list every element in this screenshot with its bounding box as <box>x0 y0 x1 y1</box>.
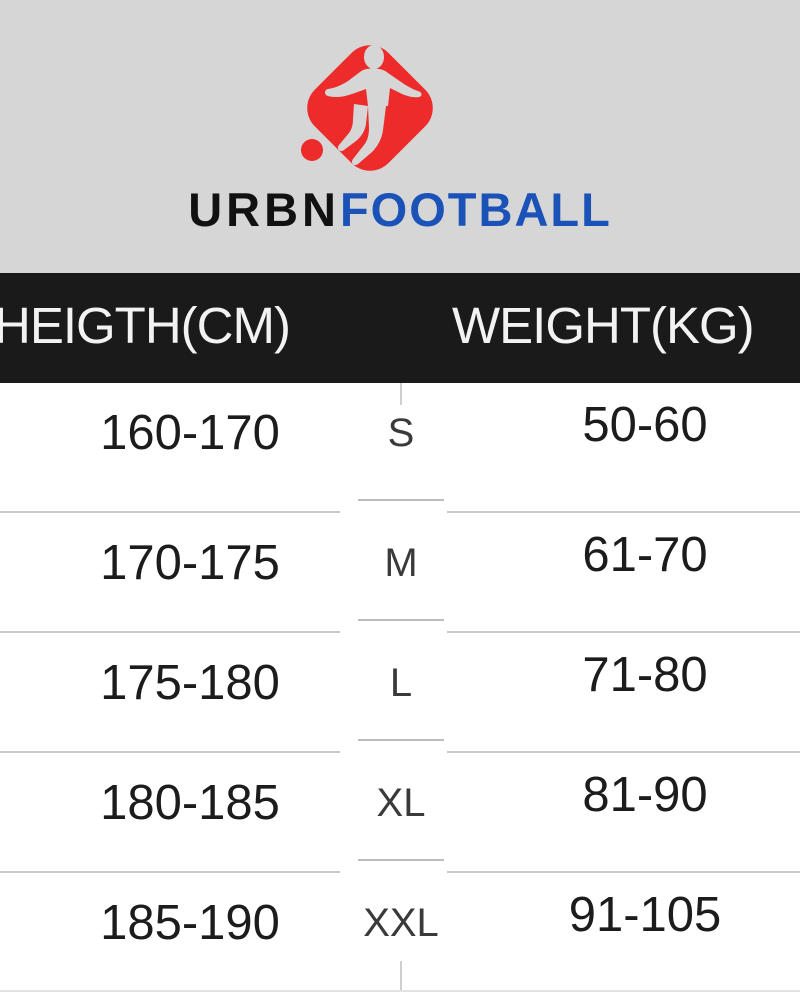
row-divider-right <box>447 631 800 633</box>
table-bottom-rule <box>0 990 800 992</box>
row-divider-left <box>0 511 340 513</box>
table-column-header: HEIGTH(CM) WEIGHT(KG) <box>0 273 800 383</box>
cell-height: 180-185 <box>100 776 280 830</box>
cell-weight: 81-90 <box>582 768 708 822</box>
table-row: 175-180 L 71-80 <box>0 633 800 753</box>
row-divider-left <box>0 871 340 873</box>
row-divider-right <box>447 751 800 753</box>
size-table-body: 160-170 S 50-60 170-175 M 61-70 175-180 … <box>0 383 800 1000</box>
row-divider-middle <box>358 619 444 621</box>
table-row: 160-170 S 50-60 <box>0 383 800 503</box>
row-divider-right <box>447 511 800 513</box>
football-player-diamond-logo-icon <box>282 32 458 182</box>
cell-size: XL <box>376 781 426 825</box>
row-divider-right <box>447 871 800 873</box>
cell-size: S <box>387 411 415 455</box>
middle-column-divider-tick-bottom <box>400 961 402 991</box>
brand-wordmark-secondary: FOOTBALL <box>339 183 612 236</box>
table-row: 170-175 M 61-70 <box>0 513 800 633</box>
row-divider-left <box>0 751 340 753</box>
column-header-weight: WEIGHT(KG) <box>452 297 755 354</box>
table-row: 180-185 XL 81-90 <box>0 753 800 873</box>
cell-weight: 61-70 <box>582 528 708 582</box>
table-row: 185-190 XXL 91-105 <box>0 873 800 993</box>
brand-wordmark: URBNFOOTBALL <box>0 186 800 233</box>
cell-size: M <box>384 541 418 585</box>
cell-weight: 50-60 <box>582 398 708 452</box>
row-divider-middle <box>358 499 444 501</box>
row-divider-middle <box>358 859 444 861</box>
cell-weight: 91-105 <box>568 888 722 942</box>
column-header-height: HEIGTH(CM) <box>0 297 291 354</box>
cell-height: 170-175 <box>100 536 280 590</box>
middle-column-divider-tick-top <box>400 383 402 405</box>
cell-size: L <box>389 661 413 705</box>
row-divider-left <box>0 631 340 633</box>
cell-weight: 71-80 <box>582 648 708 702</box>
cell-height: 185-190 <box>100 896 280 950</box>
brand-wordmark-primary: URBN <box>188 183 340 236</box>
row-divider-middle <box>358 739 444 741</box>
cell-height: 160-170 <box>100 406 280 460</box>
brand-header: URBNFOOTBALL <box>0 0 800 273</box>
cell-height: 175-180 <box>100 656 280 710</box>
cell-size: XXL <box>363 901 439 945</box>
